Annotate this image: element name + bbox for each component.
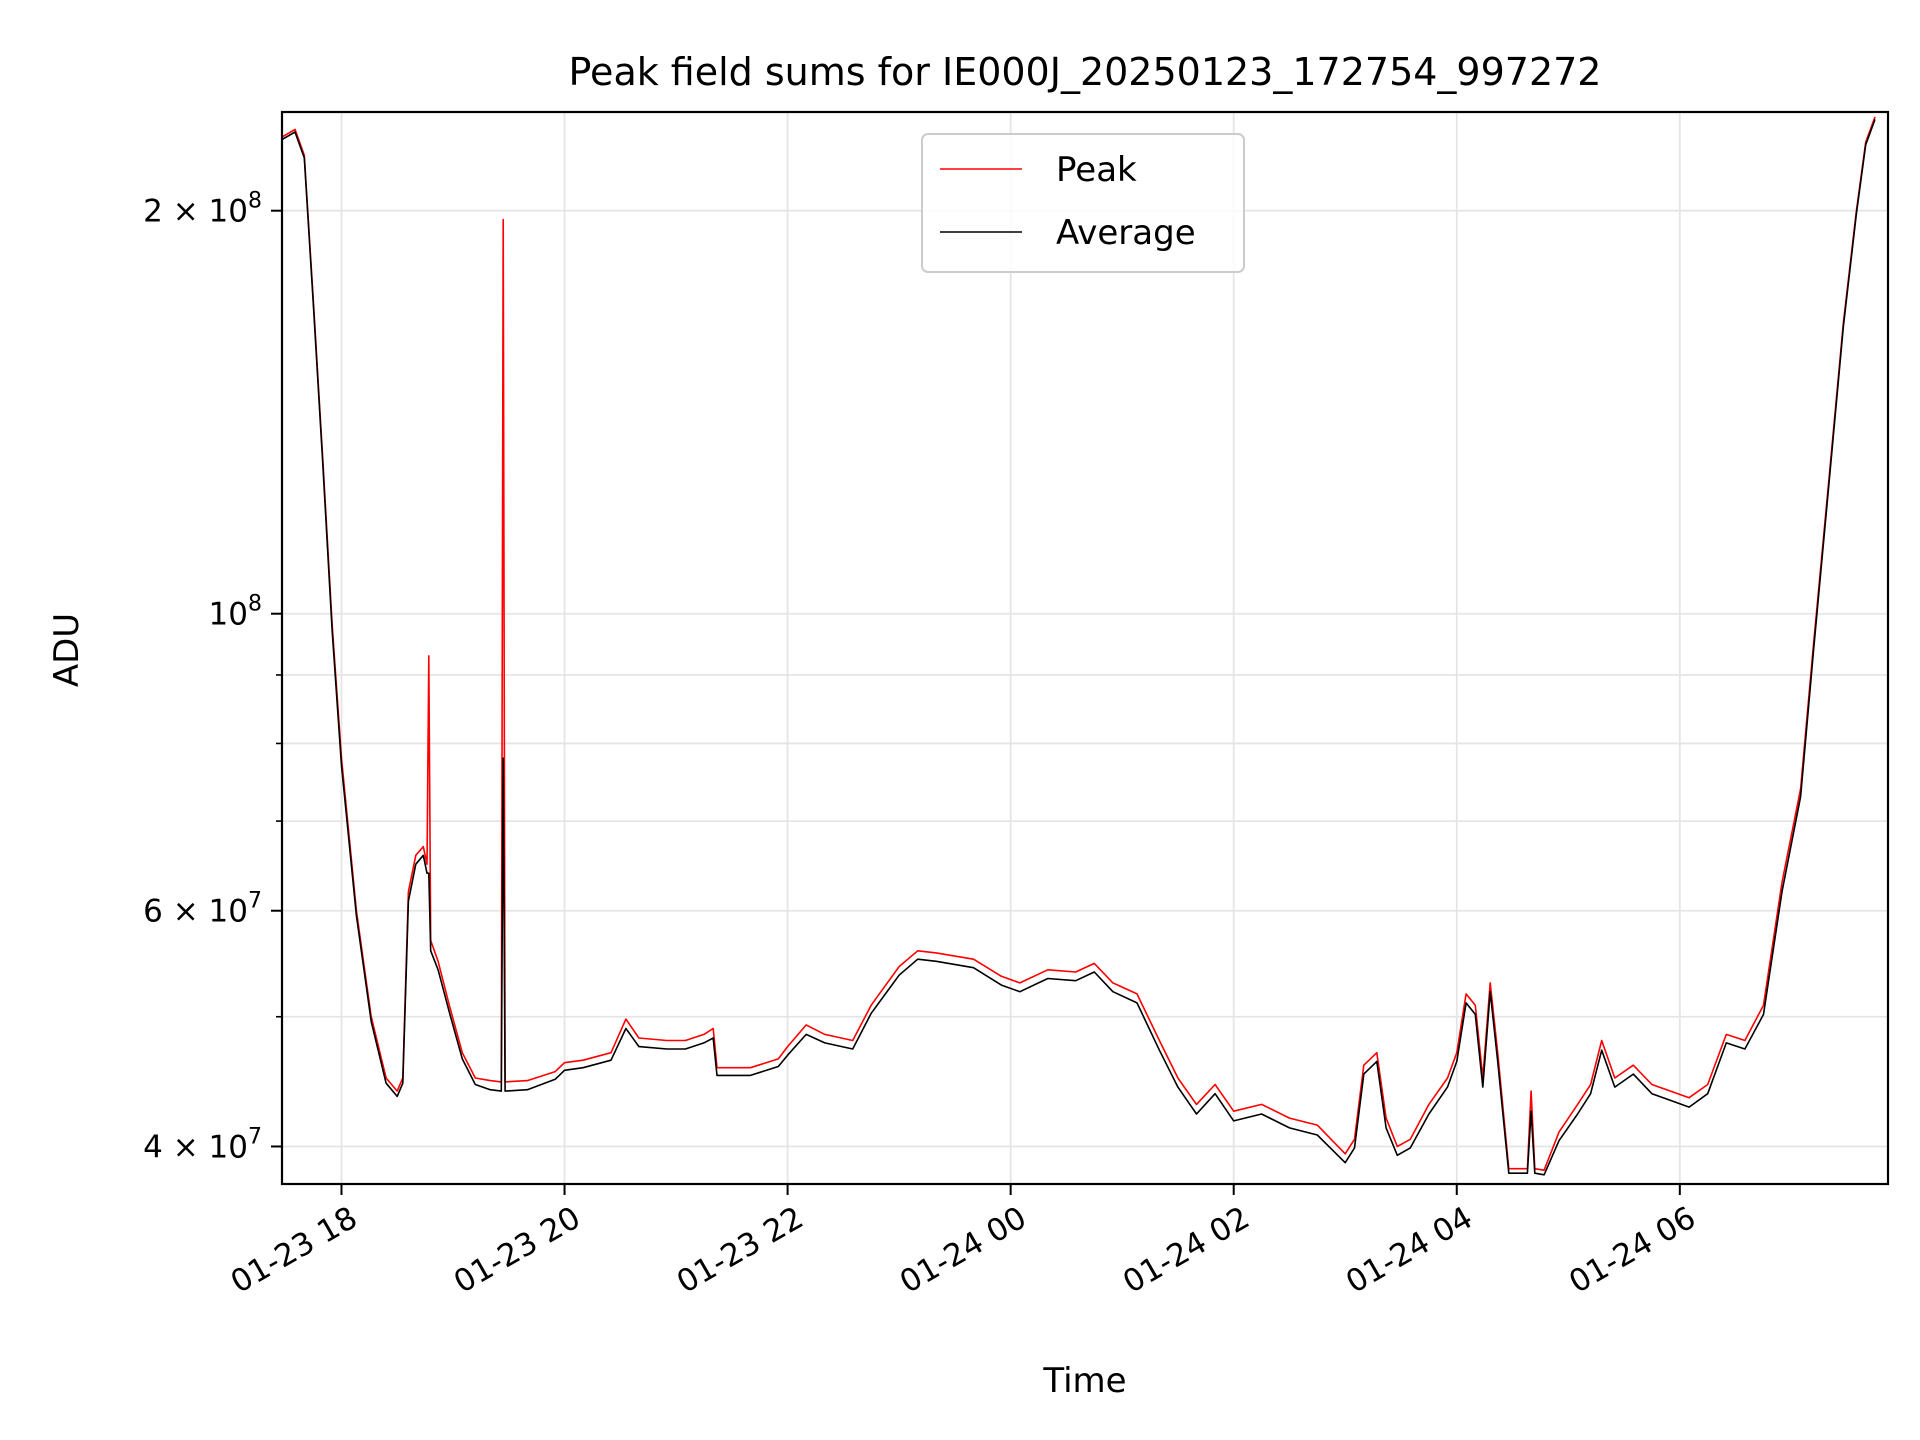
legend-label-average: Average (1056, 213, 1196, 253)
x-axis-label: Time (1042, 1361, 1126, 1401)
y-tick-label: 2 × 108 (143, 189, 262, 230)
legend-label-peak: Peak (1056, 150, 1137, 190)
series-line-average (282, 119, 1876, 1176)
y-tick-label: 6 × 107 (143, 889, 262, 930)
chart-title: Peak field sums for IE000J_20250123_1727… (569, 50, 1602, 94)
legend: Peak Average (921, 133, 1245, 273)
y-tick-label: 108 (209, 592, 262, 633)
plot-frame (280, 110, 1890, 1186)
series-line-peak (282, 116, 1876, 1171)
plot-lines (282, 116, 1876, 1176)
y-axis: 4 × 107 6 × 107 108 2 × 108 (143, 189, 282, 1165)
y-tick-label: 4 × 107 (143, 1124, 262, 1165)
y-axis-label: ADU (47, 613, 87, 687)
